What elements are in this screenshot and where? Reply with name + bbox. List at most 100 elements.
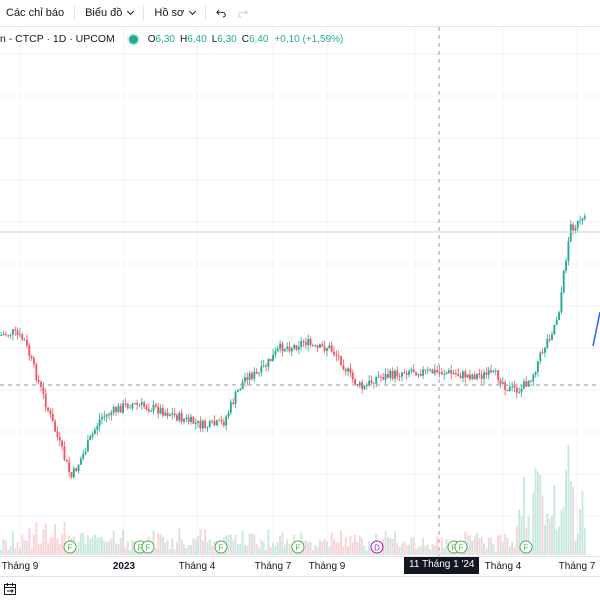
candle-body — [9, 334, 12, 336]
candle-body — [143, 402, 146, 407]
volume-bar — [340, 530, 342, 555]
open-label: O — [147, 33, 156, 45]
volume-bar — [119, 537, 122, 555]
volume-bar — [319, 539, 321, 555]
candle-body — [44, 393, 47, 408]
candle-body — [119, 406, 122, 413]
volume-bar — [445, 538, 448, 555]
candle-body — [77, 464, 80, 471]
date-range-icon[interactable] — [3, 582, 17, 596]
candle-body — [199, 420, 202, 429]
candle-body — [447, 370, 450, 373]
candle-body — [16, 330, 19, 336]
earnings-marker — [519, 540, 533, 554]
time-tick: Tháng 7 — [254, 561, 292, 572]
candle-body — [527, 380, 530, 387]
candle-body — [403, 372, 406, 374]
candle-body — [241, 381, 244, 390]
volume-bar — [483, 543, 485, 555]
volume-bar — [326, 541, 328, 555]
time-tick: Tháng 9 — [1, 561, 39, 572]
event-marker-letter: F — [452, 544, 457, 553]
candle-body — [204, 420, 207, 428]
candle-body — [248, 373, 251, 380]
candle-body — [377, 376, 380, 378]
time-tick: Tháng 4 — [484, 561, 522, 572]
volume-bar — [103, 540, 106, 555]
volume-bar — [422, 536, 425, 555]
volume-bar — [539, 474, 542, 555]
chevron-down-icon — [127, 7, 135, 16]
event-marker-letter: F — [146, 544, 151, 553]
candle-body — [0, 335, 3, 337]
volume-bar — [185, 548, 188, 555]
candle-body — [169, 414, 171, 417]
candle-body — [265, 365, 267, 367]
candle-body — [476, 373, 478, 380]
volume-bar — [260, 539, 263, 555]
volume-bar — [154, 547, 157, 555]
toolbar-divider — [143, 5, 145, 21]
candle-body — [319, 344, 321, 348]
volume-bar — [363, 545, 366, 555]
candle-body — [548, 338, 551, 340]
candle-body — [110, 412, 113, 416]
volume-bar — [274, 546, 277, 555]
volume-bar — [255, 544, 258, 555]
candle-body — [311, 345, 314, 346]
volume-bar — [159, 534, 162, 555]
candle-body — [49, 410, 52, 414]
undo-button[interactable] — [210, 0, 232, 26]
candle-body — [225, 416, 228, 426]
candle-body — [558, 312, 560, 321]
volume-bar — [316, 546, 319, 555]
candle-body — [410, 369, 413, 371]
volume-bar — [565, 469, 568, 555]
volume-bar — [576, 533, 579, 555]
volume-bar — [394, 531, 396, 555]
candle-body — [187, 417, 190, 422]
volume-bar — [361, 538, 364, 555]
candle-body — [54, 421, 57, 432]
candle-body — [494, 370, 497, 372]
candle-body — [260, 366, 263, 373]
candle-body — [115, 406, 117, 412]
chart-type-button[interactable]: Biểu đồ — [79, 0, 139, 26]
candle-body — [258, 372, 260, 374]
volume-bar — [424, 545, 427, 555]
candle-body — [213, 420, 216, 426]
profile-button[interactable]: Hồ sơ — [148, 0, 201, 26]
volume-bar — [251, 533, 253, 555]
indicators-button[interactable]: Các chỉ báo — [0, 0, 70, 26]
candle-body — [117, 406, 120, 412]
market-status-icon — [126, 32, 140, 46]
candle-body — [492, 370, 495, 373]
volume-bar — [173, 549, 176, 555]
candle-body — [152, 404, 155, 411]
candle-body — [267, 358, 270, 367]
candle-body — [229, 402, 232, 413]
volume-bar — [511, 542, 514, 555]
volume-bar — [403, 541, 406, 555]
volume-bar — [93, 534, 96, 555]
volume-bar — [560, 509, 563, 555]
candle-body — [23, 339, 26, 341]
volume-bar — [492, 544, 495, 555]
volume-bar — [234, 534, 237, 555]
redo-button[interactable] — [232, 0, 254, 26]
volume-bar — [415, 548, 417, 555]
volume-bar — [21, 533, 24, 555]
candle-body — [337, 355, 340, 357]
event-marker-letter: F — [296, 544, 301, 553]
volume-bar — [7, 549, 10, 555]
volume-bar — [54, 524, 57, 555]
volume-bar — [267, 529, 270, 555]
volume-bar — [16, 542, 19, 555]
volume-bar — [9, 545, 12, 555]
volume-bar — [476, 532, 478, 555]
volume-bar — [89, 538, 92, 555]
time-axis[interactable]: Tháng 9 2023 Tháng 4 Tháng 7 Tháng 9 Thá… — [0, 556, 600, 576]
dividend-marker — [370, 540, 384, 554]
trend-line-drawing — [592, 311, 600, 347]
